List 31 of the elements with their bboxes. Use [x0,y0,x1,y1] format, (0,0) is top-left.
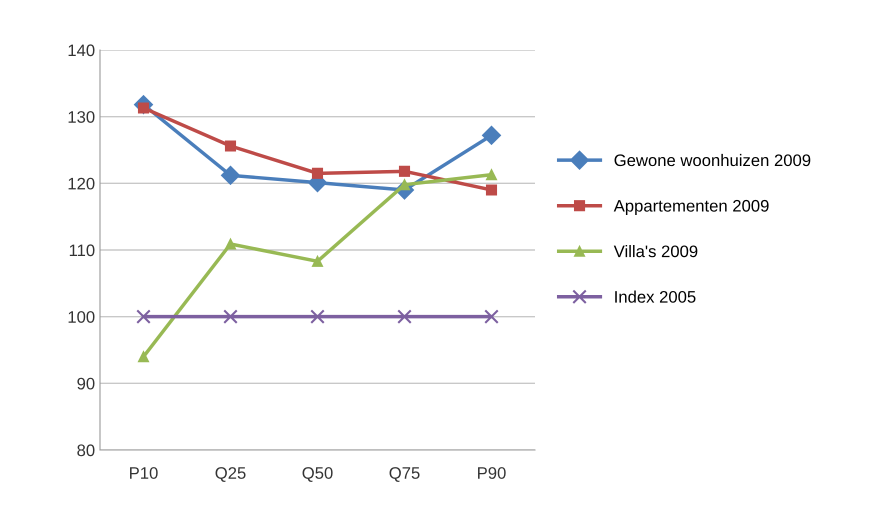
x-tick-label: Q50 [302,467,333,482]
y-tick-label: 100 [68,311,94,323]
x-tick-label: Q25 [216,467,246,482]
y-tick-label: 80 [77,444,94,456]
legend-label: Villa's 2009 [614,245,698,258]
point [398,166,410,177]
point [486,169,498,180]
legend-label: Index 2005 [615,290,696,303]
legend-label: Gewone woonhuizen 2009 [614,154,810,166]
point [312,168,324,179]
point [220,166,240,185]
x-tick-label: P10 [130,467,158,479]
y-tick-label: 120 [68,178,94,190]
legend-label: Appartementen 2009 [614,200,769,215]
y-tick-label: 110 [70,244,94,256]
point [482,126,502,145]
point [136,309,151,324]
y-tick-label: 90 [77,378,94,390]
point [486,184,498,196]
y-tick-label: 130 [68,111,94,123]
point [224,140,236,152]
x-tick-label: P90 [478,467,506,479]
x-tick-label: Q75 [390,467,420,482]
point [138,351,150,362]
point [312,256,324,267]
point [223,309,238,324]
y-tick-label: 140 [68,44,94,56]
point [224,238,236,250]
point [397,309,412,324]
point [310,309,325,324]
point [484,309,499,324]
